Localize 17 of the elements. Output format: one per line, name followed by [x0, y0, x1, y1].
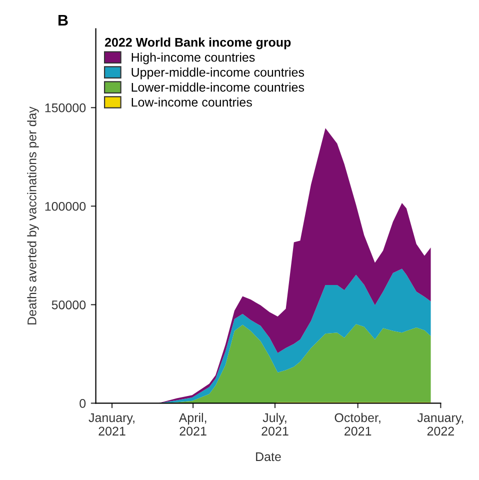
y-axis-title: Deaths averted by vaccinations per day: [27, 106, 39, 324]
x-tick-label: January, 2022: [417, 413, 464, 436]
y-tick-label: 100000: [45, 202, 86, 211]
legend-label: Lower-middle-income countries: [132, 82, 304, 92]
legend-label: Upper-middle-income countries: [132, 68, 304, 80]
x-tick-label: April, 2021: [178, 412, 206, 436]
legend-label: Low-income countries: [132, 97, 252, 107]
text: B: [58, 14, 68, 26]
y-tick-label: 150000: [45, 103, 86, 112]
legend-title: 2022 World Bank income group: [104, 38, 291, 50]
y-tick-label: 0: [80, 399, 86, 408]
y-tick-label: 50000: [52, 300, 86, 310]
x-tick-label: October, 2021: [334, 412, 380, 436]
x-tick-label: January, 2021: [88, 413, 134, 436]
x-axis-title: Date: [256, 452, 281, 462]
x-tick-label: July, 2021: [262, 412, 288, 436]
legend-label: High-income countries: [132, 52, 255, 64]
